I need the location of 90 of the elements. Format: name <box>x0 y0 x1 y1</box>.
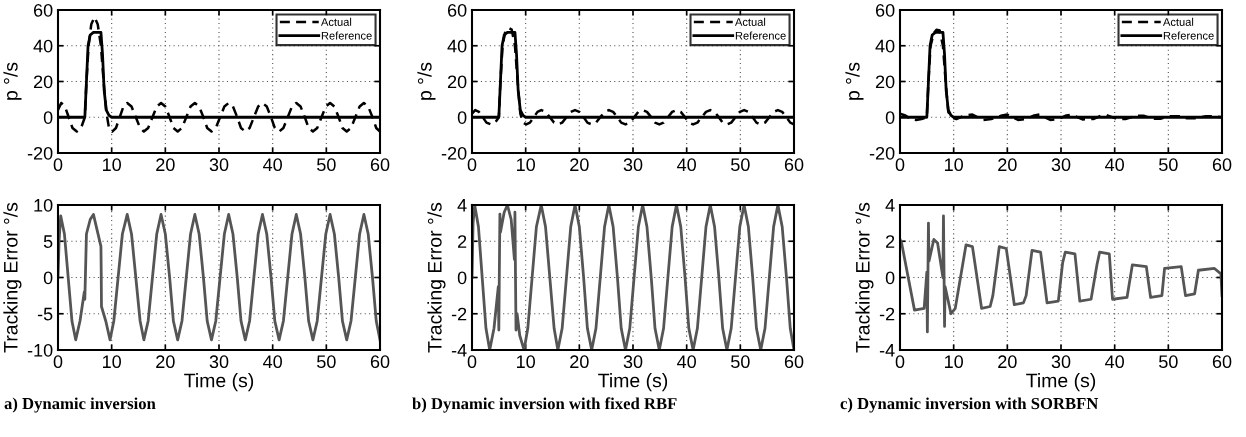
y-axis-title: p °/s <box>845 62 864 100</box>
y-tick-label: 0 <box>457 111 467 124</box>
x-tick-label: 60 <box>784 355 804 369</box>
x-tick-label: 0 <box>53 355 63 369</box>
x-tick-label: 50 <box>731 355 750 369</box>
y-tick-label: 2 <box>886 235 895 248</box>
x-tick-label: 10 <box>517 158 535 172</box>
y-tick-label: -4 <box>451 344 467 357</box>
x-tick-label: 60 <box>1212 158 1232 172</box>
y-tick-label: 0 <box>43 111 53 124</box>
x-tick-label: 20 <box>998 355 1017 369</box>
x-tick-label: 10 <box>945 158 963 172</box>
y-tick-label: -2 <box>451 307 467 321</box>
y-tick-label: 0 <box>885 111 895 124</box>
x-tick-label: 40 <box>263 355 282 369</box>
x-tick-label: 20 <box>570 355 589 369</box>
x-tick-label: 30 <box>209 158 229 172</box>
y-tick-label: 60 <box>33 3 53 17</box>
x-tick-label: 60 <box>370 355 390 369</box>
x-axis-title: Time (s) <box>184 373 254 392</box>
y-tick-label: 20 <box>33 75 53 89</box>
legend-label: Actual <box>734 17 766 26</box>
y-axis-title: Tracking Error °/s <box>427 202 446 353</box>
x-tick-label: 0 <box>467 158 477 172</box>
y-tick-label: 10 <box>34 198 53 212</box>
x-tick-label: 30 <box>623 158 643 172</box>
x-tick-label: 40 <box>263 158 282 172</box>
x-tick-label: 20 <box>998 158 1017 172</box>
x-tick-label: 50 <box>1159 355 1178 369</box>
y-axis-title: Tracking Error °/s <box>855 202 874 353</box>
x-tick-label: 10 <box>517 355 535 369</box>
y-tick-label: -4 <box>879 344 895 357</box>
x-tick-label: 0 <box>467 355 477 369</box>
y-tick-label: -5 <box>37 307 53 321</box>
y-tick-label: 4 <box>457 199 467 212</box>
x-tick-label: 10 <box>945 355 963 369</box>
x-tick-label: 40 <box>677 355 696 369</box>
legend-label: Reference <box>321 31 372 40</box>
y-axis-title: p °/s <box>417 62 436 100</box>
x-tick-label: 30 <box>209 355 229 369</box>
y-tick-label: 60 <box>875 3 895 17</box>
x-tick-label: 0 <box>895 355 905 369</box>
y-tick-label: -2 <box>879 307 895 321</box>
x-tick-label: 10 <box>103 158 121 172</box>
x-tick-label: 30 <box>1051 158 1071 172</box>
legend-label: Actual <box>320 17 352 26</box>
x-tick-label: 60 <box>1212 355 1232 369</box>
text: b) Dynamic inversion with fixed RBF <box>412 397 677 413</box>
y-tick-label: 60 <box>447 3 467 17</box>
x-tick-label: 60 <box>370 158 390 172</box>
x-tick-label: 30 <box>623 355 643 369</box>
y-tick-label: 40 <box>33 39 53 53</box>
x-tick-label: 0 <box>895 158 905 172</box>
legend-label: Actual <box>1162 17 1194 26</box>
y-tick-label: 20 <box>875 75 895 89</box>
y-tick-label: 4 <box>885 199 895 212</box>
y-tick-label: 0 <box>43 271 53 285</box>
y-tick-label: -20 <box>441 146 467 160</box>
y-tick-label: 20 <box>447 75 467 89</box>
text: a) Dynamic inversion <box>4 397 156 413</box>
x-axis-title: Time (s) <box>598 373 668 392</box>
y-tick-label: 0 <box>457 271 467 285</box>
y-tick-label: -10 <box>27 343 53 357</box>
x-tick-label: 50 <box>731 158 750 172</box>
x-tick-label: 20 <box>156 355 175 369</box>
legend-label: Reference <box>735 31 786 40</box>
x-tick-label: 50 <box>317 355 336 369</box>
y-axis-title: Tracking Error °/s <box>3 202 22 353</box>
y-axis-title: p °/s <box>3 62 22 100</box>
y-tick-label: 2 <box>458 235 467 248</box>
x-tick-label: 20 <box>570 158 589 172</box>
legend-label: Reference <box>1163 31 1214 40</box>
x-axis-title: Time (s) <box>1026 373 1096 392</box>
x-tick-label: 60 <box>784 158 804 172</box>
y-tick-label: 40 <box>447 39 467 53</box>
x-tick-label: 40 <box>677 158 696 172</box>
x-tick-label: 40 <box>1105 355 1124 369</box>
x-tick-label: 10 <box>103 355 121 369</box>
x-tick-label: 20 <box>156 158 175 172</box>
x-tick-label: 50 <box>317 158 336 172</box>
x-tick-label: 30 <box>1051 355 1071 369</box>
text: c) Dynamic inversion with SORBFN <box>840 397 1099 413</box>
x-tick-label: 50 <box>1159 158 1178 172</box>
x-tick-label: 40 <box>1105 158 1124 172</box>
y-tick-label: 0 <box>885 271 895 285</box>
y-tick-label: 40 <box>875 39 895 53</box>
y-tick-label: 5 <box>43 235 53 248</box>
y-tick-label: -20 <box>27 146 53 160</box>
x-tick-label: 0 <box>53 158 63 172</box>
y-tick-label: -20 <box>869 146 895 160</box>
